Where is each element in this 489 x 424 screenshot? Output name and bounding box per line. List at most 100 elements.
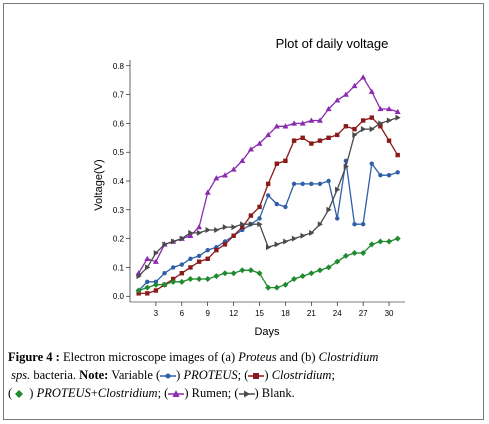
caption-clostridium-3: Clostridium	[97, 386, 158, 400]
caption-label: Figure 4 :	[8, 350, 60, 364]
x-tick-label: 24	[333, 309, 342, 318]
data-point	[136, 273, 142, 280]
data-point	[205, 226, 211, 233]
caption-text-1: Electron microscope images of (a)	[59, 350, 239, 364]
series-layer	[135, 74, 401, 296]
data-point	[386, 117, 393, 124]
data-point	[325, 105, 332, 112]
data-point	[335, 216, 340, 221]
data-point	[239, 267, 246, 274]
data-point	[308, 117, 315, 123]
data-point	[265, 193, 271, 198]
data-point	[257, 216, 262, 221]
data-point	[309, 229, 315, 236]
data-point	[316, 267, 323, 274]
caption-sep-2: ;	[331, 368, 335, 382]
data-point	[343, 163, 349, 170]
legend-square-icon	[248, 373, 265, 380]
data-point	[135, 287, 142, 294]
data-point	[291, 235, 298, 242]
data-point	[144, 284, 151, 291]
data-point	[221, 172, 228, 178]
data-point	[300, 181, 305, 187]
x-tick-label: 27	[359, 309, 368, 318]
data-point	[394, 108, 401, 115]
data-point	[196, 253, 202, 259]
voltage-line-chart: Plot of daily voltage 0.0 0.1 0.2 0.3 0.4 0.5…	[93, 36, 405, 338]
data-point	[352, 131, 358, 138]
caption-proteus: Proteus	[238, 350, 277, 364]
data-point	[145, 279, 150, 285]
caption-open-paren: (	[8, 386, 13, 400]
data-point	[247, 146, 254, 152]
data-point	[360, 250, 367, 257]
caption-blank: ) Blank.	[254, 386, 295, 400]
data-point	[145, 291, 150, 296]
data-point	[308, 270, 315, 277]
legend-diamond-icon	[15, 390, 24, 399]
data-point	[221, 270, 228, 277]
data-point	[300, 135, 305, 140]
data-point	[395, 152, 400, 158]
caption-sps: sps.	[11, 368, 31, 382]
data-point	[309, 141, 314, 146]
x-tick-label: 3	[154, 309, 159, 318]
data-point	[187, 232, 194, 238]
data-point	[342, 252, 349, 259]
caption-text-2: and (b)	[276, 350, 319, 364]
y-tick-label: 0.0	[113, 292, 125, 301]
data-point	[144, 255, 151, 261]
data-point	[222, 224, 228, 231]
data-point	[274, 241, 280, 248]
data-point	[265, 244, 272, 251]
data-point	[334, 258, 341, 265]
data-point	[274, 201, 279, 207]
data-point	[395, 114, 401, 121]
data-point	[386, 105, 393, 112]
data-point	[351, 82, 358, 89]
y-tick-label: 0.5	[113, 148, 125, 157]
data-point	[317, 181, 323, 187]
data-point	[386, 138, 392, 143]
data-point	[378, 120, 384, 127]
legend-circle-icon	[160, 373, 177, 379]
data-point	[179, 262, 185, 267]
data-point	[369, 126, 375, 133]
data-point	[299, 273, 306, 280]
data-point	[222, 242, 228, 247]
data-point	[369, 161, 374, 166]
data-point	[317, 138, 323, 143]
x-tick-label: 21	[307, 309, 316, 318]
data-point	[196, 259, 202, 264]
data-point	[273, 123, 280, 129]
data-point	[213, 175, 220, 181]
data-point	[204, 189, 211, 195]
figure-frame	[3, 3, 484, 420]
x-tick-label: 18	[281, 309, 290, 318]
data-point	[187, 275, 194, 282]
chart-title: Plot of daily voltage	[276, 36, 389, 51]
data-point	[368, 88, 375, 94]
data-point	[360, 126, 367, 133]
data-point	[248, 213, 254, 218]
data-point	[360, 74, 367, 80]
data-point	[256, 140, 263, 146]
series-1-circle	[136, 158, 400, 293]
series-3-diamond	[135, 235, 401, 294]
caption-sep-1: ; (	[237, 368, 249, 382]
y-tick-label: 0.3	[113, 206, 125, 215]
data-point	[170, 265, 176, 270]
y-tick-label: 0.1	[113, 263, 125, 272]
caption-plus: +	[90, 386, 98, 400]
data-point	[153, 250, 159, 257]
data-point	[179, 235, 185, 242]
data-point	[326, 178, 331, 184]
data-point	[352, 126, 357, 132]
x-tick-label: 9	[205, 309, 210, 318]
caption-variable: Variable (	[108, 368, 161, 382]
data-point	[145, 264, 151, 271]
data-point	[240, 224, 245, 230]
data-point	[377, 238, 384, 245]
x-ticks: 3 6 9 12 15 18 21 24 27 30	[154, 302, 394, 318]
data-point	[283, 238, 289, 245]
